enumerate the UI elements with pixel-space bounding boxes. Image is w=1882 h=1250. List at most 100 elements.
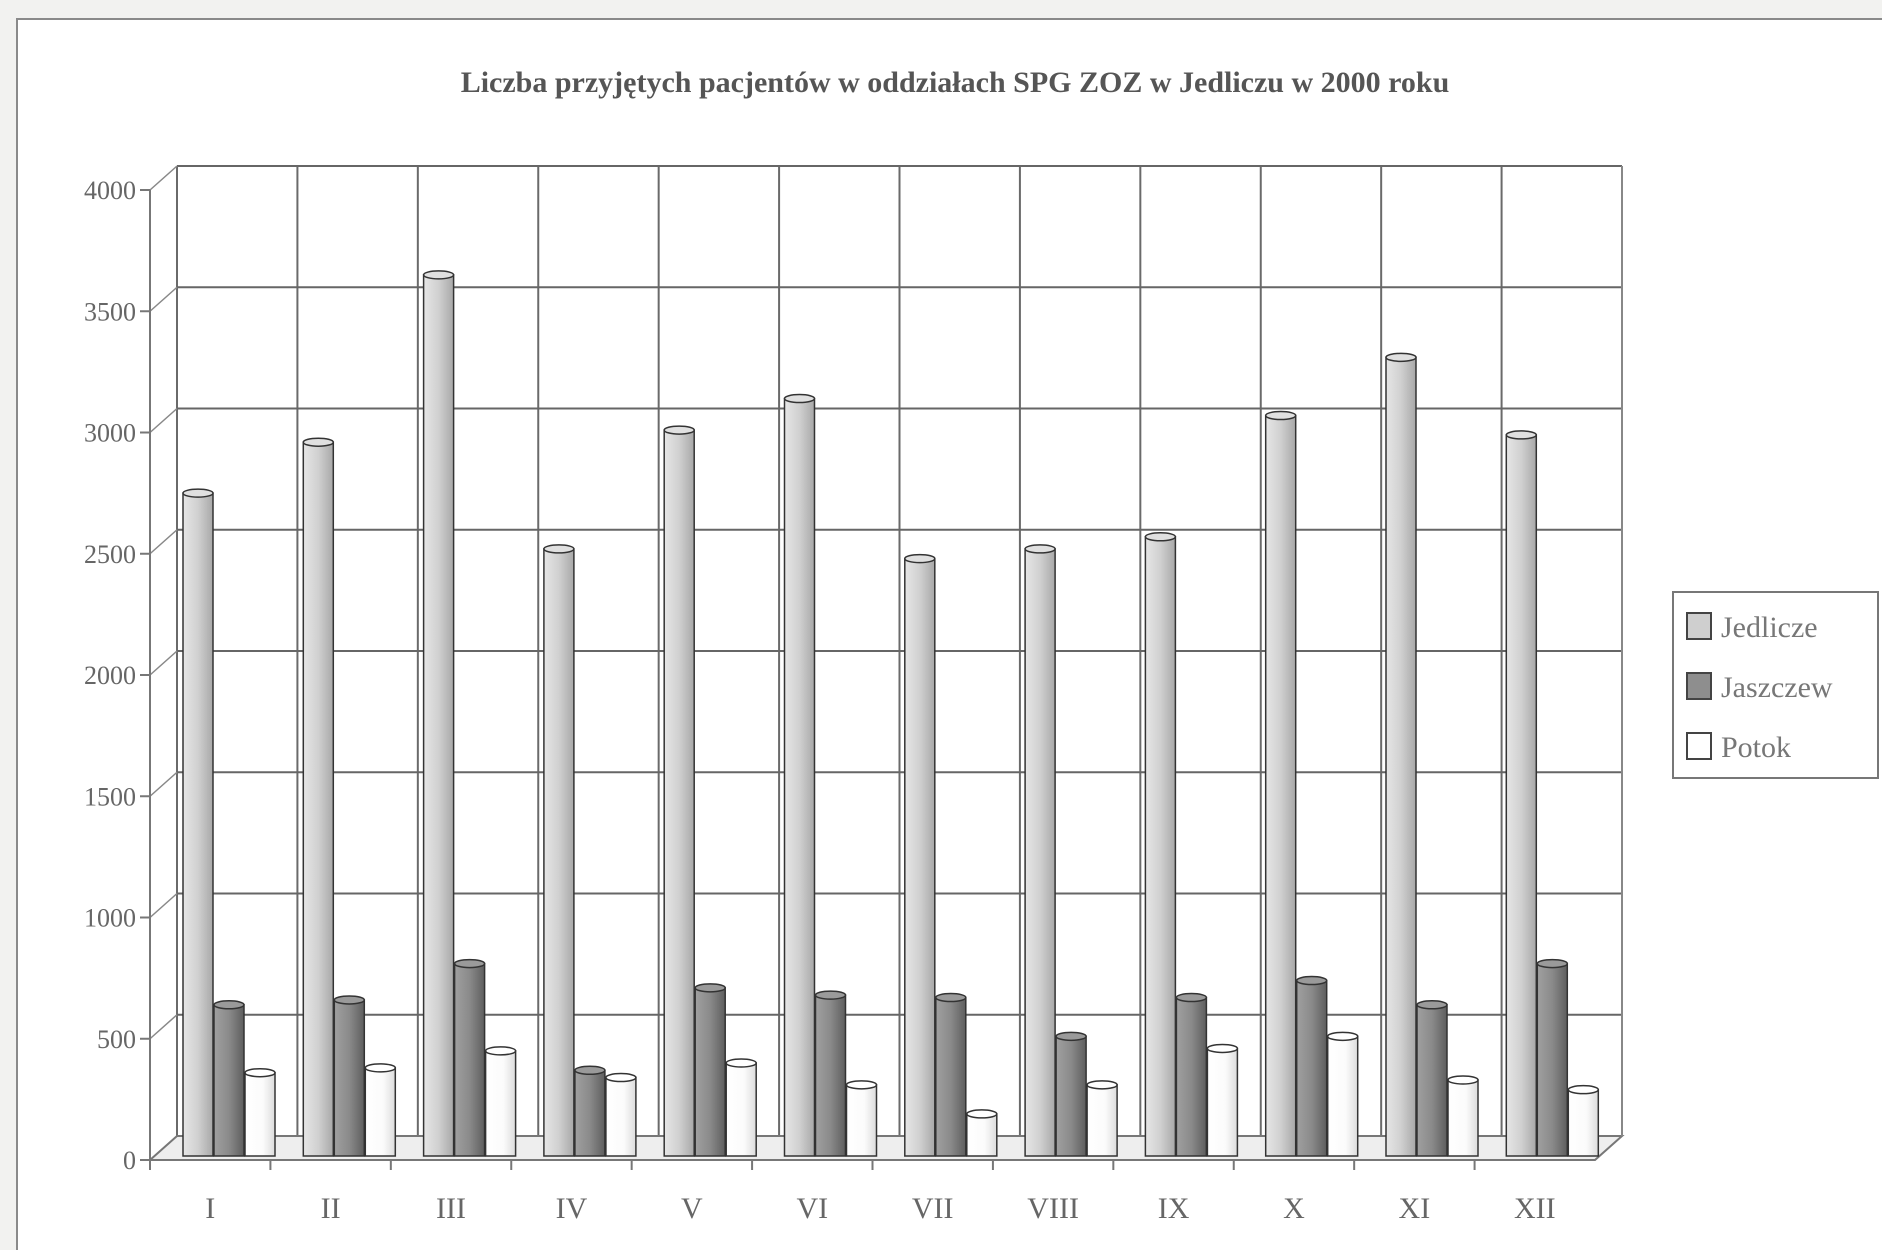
bar-cap-potok-vi	[845, 1080, 878, 1090]
legend-swatch-potok	[1686, 732, 1712, 760]
bar-cap-potok-iii	[484, 1046, 517, 1056]
bar-cap-potok-xii	[1567, 1084, 1600, 1095]
x-tick-label: VII	[912, 1192, 954, 1225]
bar-cap-jaszczew-x	[1295, 975, 1328, 986]
bar-cap-potok-iv	[605, 1072, 637, 1083]
bar-potok-ii	[364, 1067, 397, 1157]
gridline-floor-edge	[149, 529, 178, 555]
bar-potok-xii	[1567, 1088, 1600, 1157]
bar-jedlicze-vi	[783, 397, 816, 1157]
x-tick-label: IV	[556, 1192, 588, 1225]
bar-jaszczew-iv	[574, 1069, 606, 1157]
bar-cap-jaszczew-xii	[1536, 958, 1569, 969]
gridline-floor-edge	[149, 1014, 178, 1040]
bar-cap-jaszczew-v	[694, 983, 726, 993]
bar-cap-jedlicze-iv	[543, 544, 575, 554]
bar-cap-potok-i	[244, 1067, 276, 1078]
gridline-floor-edge	[149, 407, 178, 434]
bar-cap-jaszczew-ii	[333, 995, 366, 1005]
y-tick-label: 1500	[84, 782, 136, 811]
bar-cap-jedlicze-vii	[904, 553, 936, 564]
bar-jedlicze-iv	[543, 548, 575, 1157]
bar-jaszczew-i	[213, 1004, 245, 1157]
bar-potok-xi	[1447, 1079, 1479, 1157]
x-tick-label: IX	[1158, 1192, 1190, 1225]
bar-jedlicze-vii	[904, 557, 936, 1157]
bar-jedlicze-iii	[422, 274, 455, 1157]
gridlines	[149, 165, 1623, 1136]
x-tick-label: I	[205, 1192, 215, 1225]
bar-cap-jaszczew-iv	[574, 1065, 606, 1076]
gridline-floor-edge	[149, 165, 178, 191]
bar-cap-jaszczew-ix	[1175, 992, 1208, 1003]
bar-jedlicze-viii	[1024, 548, 1056, 1157]
bar-cap-jaszczew-vii	[935, 992, 967, 1003]
bar-potok-vi	[845, 1084, 878, 1157]
bar-jaszczew-iii	[453, 962, 486, 1157]
bar-cap-jaszczew-viii	[1055, 1031, 1087, 1042]
gridline-floor-edge	[149, 650, 178, 676]
y-tick-label: 4000	[84, 176, 136, 205]
bar-jedlicze-xi	[1385, 356, 1417, 1157]
y-tick-label: 2500	[84, 540, 136, 569]
bar-cap-potok-ix	[1206, 1043, 1239, 1054]
bar-jaszczew-ix	[1175, 996, 1208, 1157]
bar-jaszczew-v	[694, 987, 726, 1157]
bar-cap-potok-viii	[1086, 1080, 1118, 1090]
bar-potok-viii	[1086, 1084, 1118, 1157]
legend-label-jaszczew: Jaszczew	[1721, 671, 1833, 704]
bar-jaszczew-vii	[935, 996, 967, 1157]
legend-swatch-jaszczew	[1686, 672, 1712, 700]
bar-cap-jedlicze-ii	[302, 437, 335, 447]
gridline-floor-edge	[149, 771, 178, 797]
x-tick-label: VIII	[1027, 1192, 1079, 1225]
bar-cap-potok-v	[725, 1058, 757, 1068]
bars	[182, 270, 1600, 1157]
x-tick-label: VI	[796, 1192, 828, 1225]
bar-jedlicze-v	[663, 429, 695, 1157]
bar-cap-potok-ii	[364, 1063, 397, 1073]
x-tick-label: III	[436, 1192, 466, 1225]
bar-cap-jedlicze-viii	[1024, 544, 1056, 554]
bar-cap-jedlicze-vi	[783, 393, 816, 404]
bar-jaszczew-viii	[1055, 1035, 1087, 1157]
bar-jaszczew-xii	[1536, 962, 1569, 1157]
x-tick-label: X	[1283, 1192, 1305, 1225]
bar-potok-x	[1326, 1035, 1359, 1157]
bar-jaszczew-xi	[1416, 1004, 1448, 1157]
y-tick-label: 500	[97, 1025, 136, 1054]
x-tick-label: II	[321, 1192, 341, 1225]
y-tick-label: 1000	[84, 904, 136, 933]
bar-jedlicze-ii	[302, 441, 335, 1157]
x-tick-label: XI	[1399, 1192, 1431, 1225]
y-tick-label: 3500	[84, 297, 136, 326]
bar-cap-potok-vii	[966, 1109, 998, 1119]
bar-cap-jaszczew-vi	[814, 990, 847, 1000]
bar-potok-v	[725, 1062, 757, 1157]
x-tick-label: XII	[1514, 1192, 1556, 1225]
bar-cap-jedlicze-ix	[1144, 532, 1177, 542]
bar-jedlicze-ix	[1144, 536, 1177, 1157]
bar-cap-jedlicze-v	[663, 425, 695, 435]
y-tick-label: 3000	[84, 419, 136, 448]
bar-cap-jedlicze-iii	[422, 270, 455, 280]
x-tick-label: V	[681, 1192, 703, 1225]
chart-title: Liczba przyjętych pacjentów w oddziałach…	[461, 66, 1450, 99]
gridline-floor-edge	[149, 892, 178, 919]
bar-cap-jedlicze-i	[182, 488, 214, 498]
bar-cap-jaszczew-xi	[1416, 1000, 1448, 1010]
bar-jedlicze-xii	[1505, 434, 1538, 1157]
bar-cap-potok-xi	[1447, 1075, 1479, 1085]
bar-jedlicze-i	[182, 492, 214, 1157]
bar-cap-potok-x	[1326, 1031, 1359, 1042]
bar-potok-iv	[605, 1076, 637, 1157]
bar-cap-jedlicze-xii	[1505, 430, 1538, 440]
bar-cap-jedlicze-xi	[1385, 352, 1417, 363]
bar-jaszczew-ii	[333, 999, 366, 1157]
bar-potok-i	[244, 1071, 276, 1157]
legend-swatch-jedlicze	[1686, 612, 1712, 640]
bar-jaszczew-x	[1295, 979, 1328, 1157]
bar-potok-ix	[1206, 1047, 1239, 1157]
y-tick-label: 0	[123, 1146, 136, 1175]
